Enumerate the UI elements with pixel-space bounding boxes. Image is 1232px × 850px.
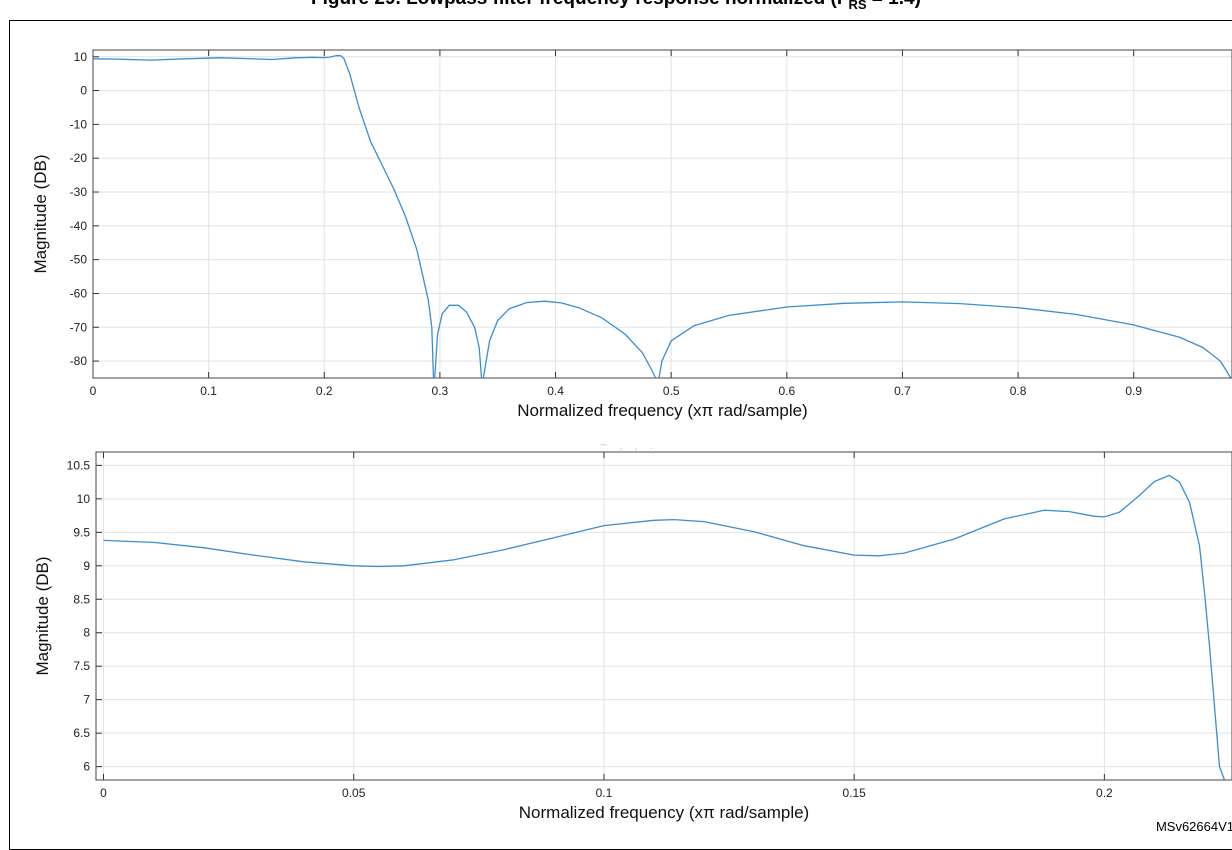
series-group [93, 54, 1232, 378]
y-tick-label: -40 [70, 219, 88, 233]
y-tick-label: -50 [70, 253, 88, 267]
x-tick-label: 0.05 [342, 786, 366, 800]
plot-border [92, 49, 1232, 379]
y-tick-label: -30 [70, 185, 88, 199]
x-axis-label: Normalized frequency (xπ rad/sample) [519, 803, 809, 822]
x-tick-label: 0.2 [1096, 786, 1113, 800]
y-tick-label: -60 [70, 286, 88, 300]
y-tick-label: -20 [70, 151, 88, 165]
x-tick-label: 0.15 [842, 786, 866, 800]
plot-area [92, 49, 1232, 379]
y-tick-label: 9.5 [73, 525, 90, 539]
y-tick-label: 10.5 [67, 458, 91, 472]
y-tick-label: 6.5 [73, 726, 90, 740]
x-tick-label: 0.6 [778, 384, 795, 398]
x-tick-label: 0 [90, 384, 97, 398]
x-tick-label: 0.1 [596, 786, 613, 800]
document-id-label: MSv62664V1 [1155, 819, 1232, 834]
x-tick-label: 0.8 [1010, 384, 1027, 398]
response-line-segment-1 [103, 474, 1226, 780]
y-tick-label: -70 [70, 320, 88, 334]
x-axis-label: Normalized frequency (xπ rad/sample) [517, 401, 807, 420]
y-tick-label: 9 [83, 559, 90, 573]
response-line-segment-3 [482, 300, 657, 378]
response-line-segment-2 [434, 304, 483, 378]
plot-border [95, 451, 1232, 781]
y-tick-label: 7.5 [73, 659, 90, 673]
x-tick-label: 0.7 [894, 384, 911, 398]
y-tick-label: 10 [77, 492, 91, 506]
y-tick-label: -10 [70, 117, 88, 131]
x-tick-label: 0 [100, 786, 107, 800]
x-tick-label: 0.5 [663, 384, 680, 398]
plot-area [95, 451, 1232, 781]
chart-top-full-response: 0 0.1 0.2 0.3 0.4 0.5 0.6 0.7 0.8 0.9 10 0 -10 -20 -30… [31, 49, 1232, 420]
y-tick-label: 8.5 [73, 592, 90, 606]
y-tick-label: 0 [80, 84, 87, 98]
y-tick-label: -80 [70, 354, 88, 368]
y-axis-label: Magnitude (DB) [33, 556, 52, 675]
page-title-subscript: RS [848, 0, 867, 12]
y-tick-label: 10 [74, 50, 88, 64]
series-group [103, 474, 1226, 780]
response-line-segment-1 [93, 54, 435, 378]
page-title: Figure 29. Lowpass filter frequency resp… [0, 0, 1232, 12]
x-tick-label: 0.9 [1125, 384, 1142, 398]
x-tick-label: 0.3 [432, 384, 449, 398]
y-tick-label: 6 [83, 760, 90, 774]
y-axis-label: Magnitude (DB) [31, 154, 50, 273]
y-tick-label: 7 [83, 693, 90, 707]
x-tick-label: 0.4 [547, 384, 564, 398]
x-tick-label: 0.2 [316, 384, 333, 398]
y-tick-label: 8 [83, 626, 90, 640]
clipped-label-remnant: ~ , , . [600, 437, 658, 452]
response-line-segment-4 [658, 301, 1232, 378]
chart-bottom-passband-zoom: 0 0.05 0.1 0.15 0.2 10.5 10 9.5 9 8.5 8 7.5 7 6.5 6 Nor… [33, 451, 1232, 822]
x-tick-label: 0.1 [200, 384, 217, 398]
